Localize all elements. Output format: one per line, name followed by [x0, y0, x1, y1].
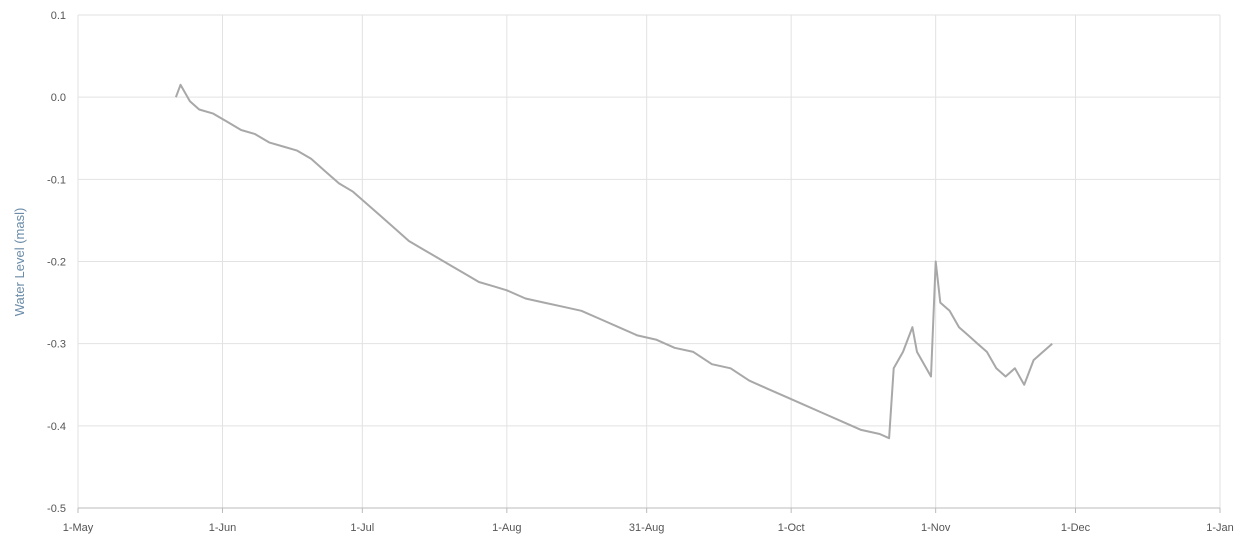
- x-tick-label: 1-Oct: [778, 522, 805, 534]
- y-tick-label: -0.1: [47, 174, 66, 186]
- x-tick-label: 1-Jul: [350, 522, 374, 534]
- tick-labels: 0.1 0.0 -0.1 -0.2 -0.3 -0.4 -0.5 1-May 1-Jun 1-Ju…: [47, 10, 1234, 534]
- x-tick-label: 1-Jun: [209, 522, 237, 534]
- y-tick-label: -0.4: [47, 421, 66, 433]
- x-tick-label: 1-May: [63, 522, 94, 534]
- grid-lines: [77, 14, 1221, 509]
- x-tick-label: 1-Jan: [1206, 522, 1234, 534]
- x-tick-label: 31-Aug: [629, 522, 664, 534]
- y-tick-label: 0.1: [51, 10, 66, 22]
- x-tick-label: 1-Aug: [492, 522, 521, 534]
- axes: [77, 507, 1221, 513]
- x-tick-label: 1-Dec: [1061, 522, 1091, 534]
- y-axis-label: Water Level (masl): [12, 208, 27, 317]
- series-line: [174, 83, 1053, 440]
- x-tick-label: 1-Nov: [921, 522, 951, 534]
- y-tick-label: -0.5: [47, 503, 66, 515]
- y-tick-label: -0.2: [47, 257, 66, 269]
- y-tick-label: 0.0: [51, 92, 66, 104]
- series-group: [174, 83, 1053, 440]
- y-tick-label: -0.3: [47, 339, 66, 351]
